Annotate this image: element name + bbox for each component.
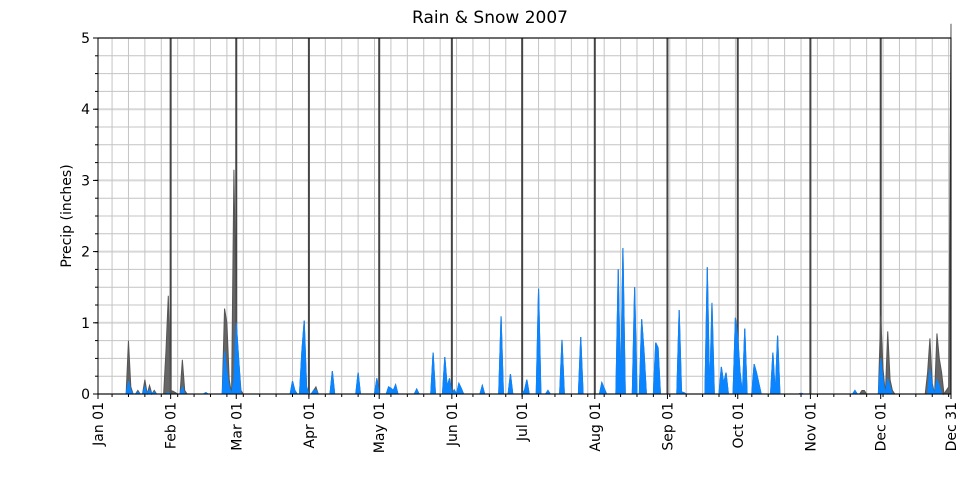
y-tick-label: 5 [81, 31, 90, 47]
x-tick-label: Dec 01 [874, 402, 890, 451]
y-tick-label: 2 [81, 245, 90, 261]
y-tick-label: 0 [81, 387, 90, 403]
x-tick-label: Jul 01 [515, 402, 531, 442]
x-tick-label: Jun 01 [445, 402, 461, 447]
x-tick-label: Dec 31 [944, 402, 960, 451]
x-tick-label: Apr 01 [302, 402, 318, 448]
x-tick-label: Nov 01 [803, 402, 819, 452]
x-tick-label: Mar 01 [229, 402, 245, 451]
y-tick-label: 1 [81, 316, 90, 332]
chart-title: Rain & Snow 2007 [412, 8, 568, 28]
x-tick-label: Oct 01 [731, 402, 747, 448]
y-axis-label: Precip (inches) [59, 164, 75, 267]
axes: 0 1 2 3 4 5 Jan 01 Feb 01 Mar 01 Apr 01 May 01 Jun … [81, 31, 960, 453]
x-tick-label: Sep 01 [660, 402, 676, 451]
x-tick-label: Feb 01 [164, 402, 180, 449]
x-tick-label: May 01 [372, 402, 388, 453]
x-tick-label: Aug 01 [588, 402, 604, 452]
y-tick-label: 3 [81, 173, 90, 189]
x-tick-label: Jan 01 [91, 402, 107, 447]
y-tick-label: 4 [81, 102, 90, 118]
total-area [98, 23, 952, 396]
areas [98, 23, 952, 396]
